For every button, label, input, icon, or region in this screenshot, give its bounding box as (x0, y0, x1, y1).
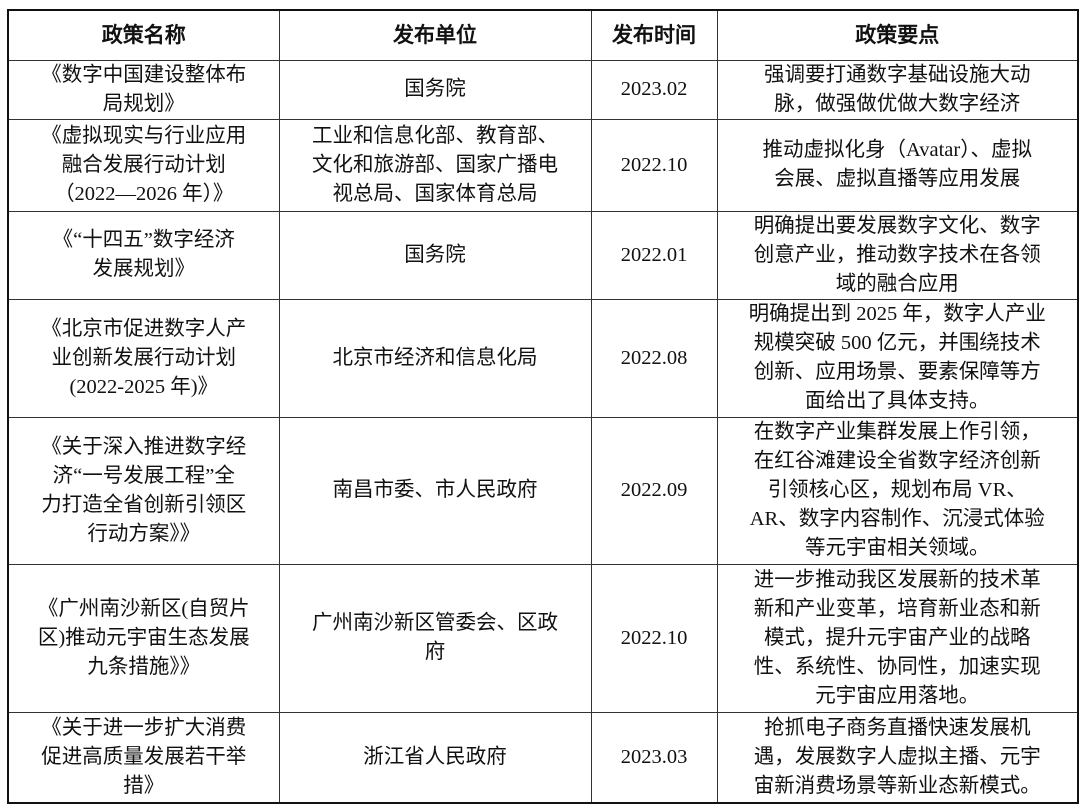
policy-name-cell-line: 济“一号发展工程”全 (52, 464, 235, 487)
key-points-cell-line: 创新、应用场景、要素保障等方 (753, 361, 1041, 383)
key-points-cell: 进一步推动我区发展新的技术革 新和产业变革，培育新业态和新 模式，提升元宇宙产业的战… (716, 563, 1079, 713)
issuer-cell-line: 国务院 (404, 78, 466, 100)
key-points-cell-line: 明确提出到 2025 年，数字人产业 (748, 303, 1046, 325)
issuer-cell: 南昌市委、市人民政府 (278, 416, 592, 565)
policy-name-cell-line: (2022-2025 年)》 (69, 375, 219, 398)
issuer-cell: 国务院 (278, 210, 592, 300)
issuer-cell: 广州南沙新区管委会、区政府 (278, 563, 592, 713)
issuer-cell-line: 南昌市委、市人民政府 (332, 479, 538, 501)
issuer-cell: 工业和信息化部、教育部、 文化和旅游部、国家广播电 视总局、国家体育总局 (278, 118, 592, 212)
policy-name-cell-line: 《数字中国建设整体布 (41, 63, 247, 86)
policy-name-cell-line: 融合发展行动计划 (61, 153, 226, 176)
header-policy-name: 政策名称 (7, 9, 280, 61)
key-points-cell-line: 宙新消费场景等新业态新模式。 (753, 774, 1041, 797)
issuer-cell-line: 浙江省人民政府 (363, 745, 507, 768)
policy-name-cell-line: 《虚拟现实与行业应用 (41, 124, 247, 147)
policy-name-cell: 《北京市促进数字人产 业创新发展行动计划 (2022-2025 年)》 (7, 298, 280, 418)
date-cell: 2022.10 (590, 118, 718, 212)
key-points-cell-line: 脉，做强做优做大数字经济 (774, 92, 1021, 115)
key-points-cell-line: 会展、虚拟直播等应用发展 (774, 168, 1021, 190)
issuer-cell-line: 府 (424, 641, 446, 663)
policy-name-cell-line: （2022—2026 年）》 (54, 182, 234, 205)
header-row: 政策名称 发布单位 发布时间 政策要点 (7, 9, 1079, 61)
issuer-cell-line: 文化和旅游部、国家广播电 (312, 153, 558, 176)
date-cell: 2023.03 (590, 711, 718, 804)
date-cell: 2022.01 (590, 210, 718, 300)
key-points-cell-line: 面给出了具体支持。 (805, 390, 990, 412)
key-points-cell: 强调要打通数字基础设施大动 脉，做强做优做大数字经济 (716, 59, 1079, 120)
header-date: 发布时间 (590, 9, 718, 61)
key-points-cell-line: 遇，发展数字人虚拟主播、元宇 (753, 745, 1041, 768)
header-issuer: 发布单位 (278, 9, 592, 61)
policy-name-cell-line: 《关于深入推进数字经 (41, 435, 247, 458)
table-row: 《虚拟现实与行业应用 融合发展行动计划 （2022—2026 年）》 工业和信息化部、… (7, 118, 1079, 212)
key-points-cell-line: 模式，提升元宇宙产业的战略 (764, 626, 1031, 649)
issuer-cell: 北京市经济和信息化局 (278, 298, 592, 418)
key-points-cell-line: 进一步推动我区发展新的技术革 (753, 568, 1041, 591)
key-points-cell-line: 规模突破 500 亿元，并围绕技术 (753, 332, 1041, 354)
policy-name-cell-line: 九条措施》》 (87, 655, 201, 678)
header-key-points: 政策要点 (716, 9, 1079, 61)
policy-name-cell: 《关于进一步扩大消费 促进高质量发展若干举 措》 (7, 711, 280, 804)
policy-name-cell-line: 《广州南沙新区(自贸片 (37, 597, 250, 620)
key-points-cell-line: 性、系统性、协同性，加速实现 (753, 655, 1041, 678)
policy-name-cell: 《广州南沙新区(自贸片 区)推动元宇宙生态发展 九条措施》》 (7, 563, 280, 713)
key-points-cell: 抢抓电子商务直播快速发展机 遇，发展数字人虚拟主播、元宇 宙新消费场景等新业态新模式… (716, 711, 1079, 804)
policy-name-cell: 《“十四五”数字经济 发展规划》 (7, 210, 280, 300)
key-points-cell-line: AR、数字内容制作、沉浸式体验 (749, 508, 1045, 530)
key-points-cell-line: 元宇宙应用落地。 (815, 684, 980, 707)
date-cell: 2023.02 (590, 59, 718, 120)
issuer-cell: 国务院 (278, 59, 592, 120)
key-points-cell-line: 新和产业变革，培育新业态和新 (753, 597, 1041, 620)
issuer-cell-line: 工业和信息化部、教育部、 (312, 124, 558, 147)
key-points-cell-line: 推动虚拟化身（Avatar）、虚拟 (762, 139, 1032, 161)
key-points-cell-line: 引领核心区，规划布局 VR、 (767, 479, 1027, 501)
table-row: 《关于进一步扩大消费 促进高质量发展若干举 措》 浙江省人民政府 2023.03 抢抓电子… (7, 711, 1079, 804)
key-points-cell-line: 创意产业，推动数字技术在各领 (753, 243, 1041, 266)
date-cell: 2022.10 (590, 563, 718, 713)
policy-name-cell: 《数字中国建设整体布 局规划》 (7, 59, 280, 120)
key-points-cell: 明确提出到 2025 年，数字人产业 规模突破 500 亿元，并围绕技术 创新、应用… (716, 298, 1079, 418)
policy-name-cell-line: 行动方案》》 (87, 522, 201, 545)
date-cell: 2022.08 (590, 298, 718, 418)
table-row: 《关于深入推进数字经 济“一号发展工程”全 力打造全省创新引领区 行动方案》》 南昌市委… (7, 416, 1079, 565)
policy-table: 政策名称 发布单位 发布时间 政策要点 《数字中国建设整体布 局规划》 国务院 202… (7, 9, 1079, 804)
policy-name-cell-line: 力打造全省创新引领区 (41, 493, 247, 516)
table-row: 《数字中国建设整体布 局规划》 国务院 2023.02 强调要打通数字基础设施大动 脉，做… (7, 59, 1079, 120)
key-points-cell-line: 强调要打通数字基础设施大动 (764, 63, 1031, 86)
key-points-cell-line: 在数字产业集群发展上作引领， (753, 421, 1041, 443)
key-points-cell: 明确提出要发展数字文化、数字 创意产业，推动数字技术在各领 域的融合应用 (716, 210, 1079, 300)
table-row: 《北京市促进数字人产 业创新发展行动计划 (2022-2025 年)》 北京市经济和信… (7, 298, 1079, 418)
key-points-cell-line: 抢抓电子商务直播快速发展机 (764, 716, 1031, 739)
key-points-cell-line: 等元宇宙相关领域。 (805, 537, 990, 559)
policy-name-cell-line: 促进高质量发展若干举 (41, 745, 247, 768)
issuer-cell-line: 视总局、国家体育总局 (332, 182, 538, 205)
policy-name-cell-line: 措》 (123, 774, 165, 797)
policy-name-cell-line: 《关于进一步扩大消费 (41, 716, 247, 739)
issuer-cell-line: 北京市经济和信息化局 (332, 346, 538, 369)
key-points-cell: 推动虚拟化身（Avatar）、虚拟 会展、虚拟直播等应用发展 (716, 118, 1079, 212)
issuer-cell: 浙江省人民政府 (278, 711, 592, 804)
policy-name-cell: 《关于深入推进数字经 济“一号发展工程”全 力打造全省创新引领区 行动方案》》 (7, 416, 280, 565)
policy-name-cell-line: 局规划》 (102, 92, 185, 115)
policy-name-cell-line: 《“十四五”数字经济 (52, 229, 235, 251)
key-points-cell-line: 在红谷滩建设全省数字经济创新 (753, 450, 1041, 472)
policy-name-cell-line: 区)推动元宇宙生态发展 (37, 626, 250, 649)
key-points-cell-line: 域的融合应用 (835, 272, 959, 295)
policy-name-cell-line: 发展规划》 (92, 258, 196, 280)
issuer-cell-line: 国务院 (404, 243, 466, 266)
policy-name-cell-line: 《北京市促进数字人产 (41, 317, 247, 340)
policy-name-cell: 《虚拟现实与行业应用 融合发展行动计划 （2022—2026 年）》 (7, 118, 280, 212)
key-points-cell: 在数字产业集群发展上作引领， 在红谷滩建设全省数字经济创新 引领核心区，规划布局 V… (716, 416, 1079, 565)
key-points-cell-line: 明确提出要发展数字文化、数字 (753, 214, 1041, 237)
date-cell: 2022.09 (590, 416, 718, 565)
table-row: 《“十四五”数字经济 发展规划》 国务院 2022.01 明确提出要发展数字文化、数字创… (7, 210, 1079, 300)
policy-name-cell-line: 业创新发展行动计划 (51, 346, 237, 369)
table-row: 《广州南沙新区(自贸片 区)推动元宇宙生态发展 九条措施》》 广州南沙新区管委会、区政… (7, 563, 1079, 713)
issuer-cell-line: 广州南沙新区管委会、区政 (312, 612, 558, 634)
